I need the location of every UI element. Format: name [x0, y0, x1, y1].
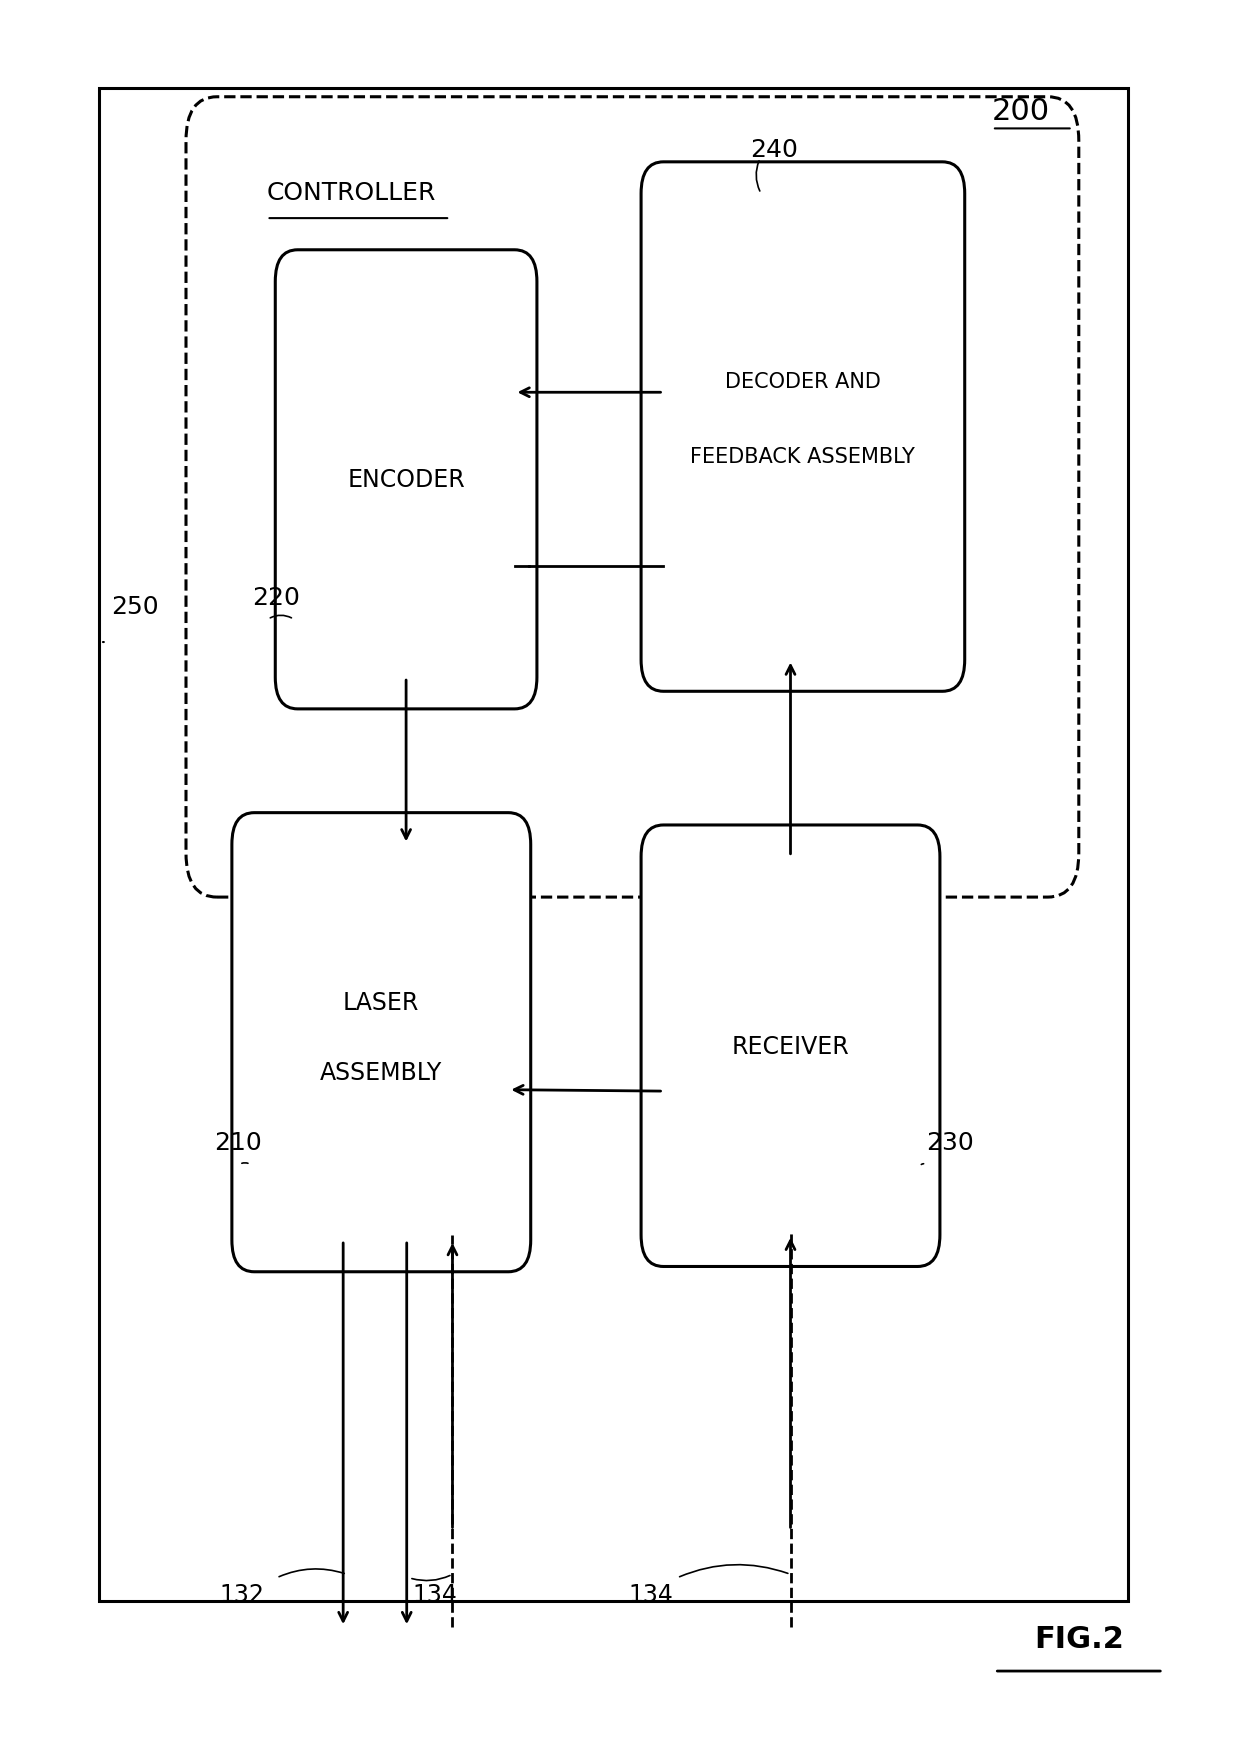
Text: 250: 250 — [112, 595, 159, 619]
Text: DECODER AND: DECODER AND — [725, 371, 880, 392]
Text: ENCODER: ENCODER — [347, 468, 465, 493]
Text: 134: 134 — [413, 1583, 458, 1608]
FancyBboxPatch shape — [641, 162, 965, 691]
Text: 210: 210 — [215, 1131, 263, 1156]
FancyBboxPatch shape — [641, 825, 940, 1266]
Text: 240: 240 — [750, 137, 799, 162]
FancyBboxPatch shape — [275, 250, 537, 709]
Text: 134: 134 — [629, 1583, 673, 1608]
Text: FIG.2: FIG.2 — [1034, 1625, 1123, 1653]
Text: 220: 220 — [252, 586, 300, 610]
Text: 132: 132 — [219, 1583, 264, 1608]
FancyBboxPatch shape — [232, 813, 531, 1272]
FancyBboxPatch shape — [99, 88, 1128, 1601]
FancyBboxPatch shape — [186, 97, 1079, 897]
Text: CONTROLLER: CONTROLLER — [267, 181, 436, 206]
Text: 230: 230 — [926, 1131, 975, 1156]
Text: LASER: LASER — [343, 990, 419, 1015]
Text: FEEDBACK ASSEMBLY: FEEDBACK ASSEMBLY — [691, 447, 915, 468]
Text: RECEIVER: RECEIVER — [732, 1034, 849, 1059]
Text: 200: 200 — [992, 97, 1050, 125]
Text: ASSEMBLY: ASSEMBLY — [320, 1061, 443, 1085]
